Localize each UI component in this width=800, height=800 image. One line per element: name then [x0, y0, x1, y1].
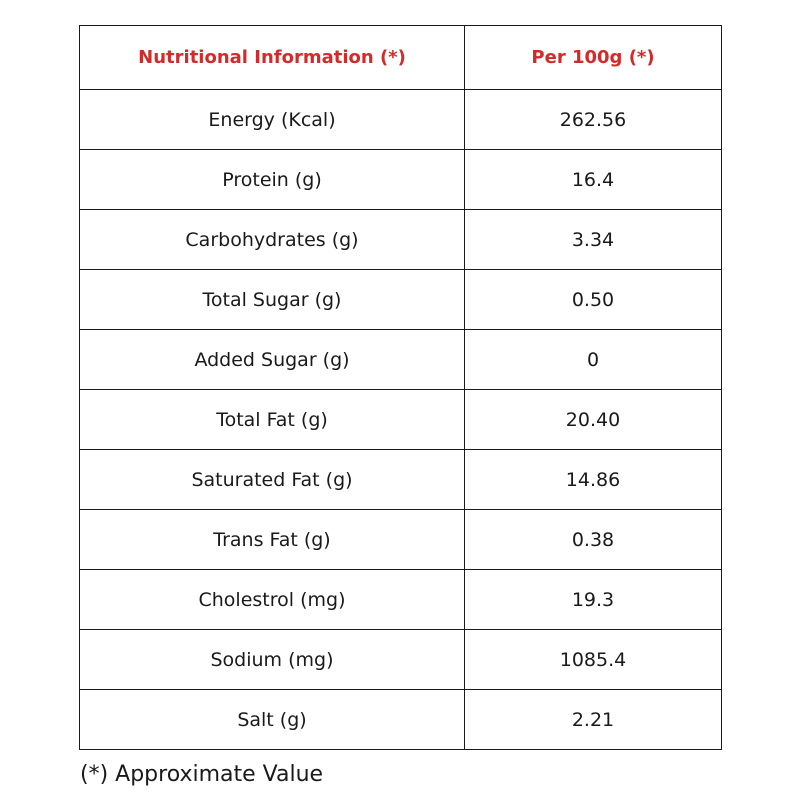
row-label: Carbohydrates (g) [79, 209, 465, 270]
row-label: Total Fat (g) [79, 389, 465, 450]
header-per-100g: Per 100g (*) [464, 25, 722, 90]
table-row: Sodium (mg) 1085.4 [79, 629, 722, 690]
row-value: 0 [464, 329, 722, 390]
row-label: Energy (Kcal) [79, 89, 465, 150]
row-label: Cholestrol (mg) [79, 569, 465, 630]
footnote-approximate-value: (*) Approximate Value [80, 762, 324, 787]
table-row: Carbohydrates (g) 3.34 [79, 209, 722, 270]
table-row: Salt (g) 2.21 [79, 689, 722, 750]
row-value: 2.21 [464, 689, 722, 750]
table-row: Total Fat (g) 20.40 [79, 389, 722, 450]
table-header-row: Nutritional Information (*) Per 100g (*) [79, 25, 722, 90]
row-label: Sodium (mg) [79, 629, 465, 690]
row-value: 20.40 [464, 389, 722, 450]
row-label: Salt (g) [79, 689, 465, 750]
row-value: 3.34 [464, 209, 722, 270]
row-value: 16.4 [464, 149, 722, 210]
table-row: Added Sugar (g) 0 [79, 329, 722, 390]
table-row: Total Sugar (g) 0.50 [79, 269, 722, 330]
row-value: 0.50 [464, 269, 722, 330]
table-row: Trans Fat (g) 0.38 [79, 509, 722, 570]
header-nutritional-information: Nutritional Information (*) [79, 25, 465, 90]
row-label: Total Sugar (g) [79, 269, 465, 330]
row-label: Protein (g) [79, 149, 465, 210]
row-label: Trans Fat (g) [79, 509, 465, 570]
table-row: Protein (g) 16.4 [79, 149, 722, 210]
row-value: 19.3 [464, 569, 722, 630]
table-row: Energy (Kcal) 262.56 [79, 89, 722, 150]
row-value: 262.56 [464, 89, 722, 150]
table-row: Saturated Fat (g) 14.86 [79, 449, 722, 510]
table-row: Cholestrol (mg) 19.3 [79, 569, 722, 630]
row-label: Added Sugar (g) [79, 329, 465, 390]
table-body: Energy (Kcal) 262.56 Protein (g) 16.4 Ca… [79, 89, 722, 750]
row-label: Saturated Fat (g) [79, 449, 465, 510]
row-value: 0.38 [464, 509, 722, 570]
row-value: 14.86 [464, 449, 722, 510]
row-value: 1085.4 [464, 629, 722, 690]
nutrition-table: Nutritional Information (*) Per 100g (*)… [79, 25, 722, 750]
